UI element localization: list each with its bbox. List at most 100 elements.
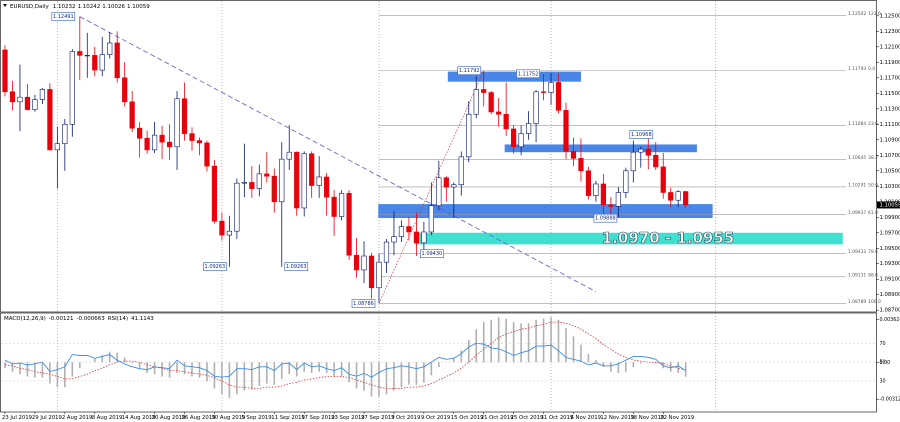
y-tick-label: 1.09900 — [880, 215, 900, 221]
zone-label: 1.0970 - 1.0955 — [602, 229, 734, 247]
candle-body — [406, 226, 412, 233]
candle-body — [17, 96, 23, 103]
rsi-tick-label: 30 — [880, 378, 886, 384]
candle-body — [458, 156, 464, 186]
y-tick-label: 1.08900 — [880, 292, 900, 298]
fib-ratio: 38.2 — [868, 155, 878, 161]
x-tick-label: 12 Nov 2019 — [600, 415, 634, 421]
x-tick-label: 3 Oct 2019 — [391, 415, 420, 421]
candle-body — [466, 113, 472, 158]
price-label: 1.11792 — [459, 68, 480, 74]
candle-body — [660, 166, 666, 193]
y-tick-label: 1.11100 — [880, 122, 900, 128]
current-price: 1.10059 — [880, 202, 900, 208]
price-label: 1.09430 — [422, 251, 443, 257]
fib-level-label: 1.10291 50.0 — [848, 182, 878, 188]
x-tick-label: 17 Sep 2019 — [301, 415, 335, 421]
price-label: 1.11752 — [518, 71, 539, 77]
candle-body — [241, 182, 247, 184]
macd-name: MACD(12,26,9) — [4, 316, 46, 322]
candle-body — [615, 192, 621, 207]
macd-tick-label: 0.00 — [880, 360, 891, 366]
candle-body — [144, 137, 150, 151]
y-tick-label: 1.09700 — [880, 230, 900, 236]
macd-last: -0.00121 — [49, 316, 74, 322]
price-label-box — [457, 66, 482, 75]
menu-triangle[interactable] — [3, 4, 7, 7]
x-tick-label: 22 Nov 2019 — [660, 415, 694, 421]
fib-ratio: 100.0 — [868, 298, 881, 304]
candle-body — [481, 89, 487, 93]
fib-level-label: 1.09131 88.6 — [848, 272, 878, 278]
price-label-box — [629, 130, 654, 139]
candle-body — [630, 151, 636, 172]
candle-body — [473, 89, 479, 115]
y-tick-label: 1.10900 — [880, 137, 900, 143]
candle-body — [99, 54, 105, 71]
candle-body — [578, 158, 584, 172]
price-label-box — [351, 299, 376, 308]
candle-body — [376, 261, 382, 289]
candle-body — [668, 192, 674, 201]
candle-body — [331, 196, 337, 217]
candle-body — [159, 134, 165, 143]
fib-ratio: 50.0 — [868, 182, 878, 188]
y-tick-label: 1.11500 — [880, 91, 900, 97]
x-tick-label: 23 Sep 2019 — [331, 415, 365, 421]
candle-body — [54, 143, 60, 151]
candle-body — [84, 55, 90, 57]
y-tick-label: 1.10300 — [880, 184, 900, 190]
candle-body — [152, 134, 158, 151]
candle-body — [114, 42, 120, 79]
candle-body — [271, 175, 277, 203]
zone — [414, 232, 843, 245]
candle-body — [525, 123, 532, 134]
candle-body — [683, 191, 689, 206]
rsi-line — [4, 342, 686, 378]
candle-body — [9, 91, 16, 103]
trendline — [79, 16, 597, 292]
candle-body — [204, 142, 210, 167]
x-tick-label: 5 Sep 2019 — [241, 415, 271, 421]
y-tick-label: 1.12100 — [880, 44, 900, 50]
candle-body — [24, 96, 31, 110]
candle-body — [166, 141, 173, 148]
last-low: 1.10026 — [102, 4, 125, 10]
candle-body — [383, 241, 390, 263]
price-label-box — [420, 249, 444, 258]
candle-body — [428, 205, 434, 233]
candle-body — [496, 111, 502, 115]
indicator-header: MACD(12,26,9) -0.00121 -0.000663 RSI(14) 41.… — [4, 316, 154, 322]
candle-body — [570, 151, 577, 159]
candle-body — [503, 113, 509, 130]
price-label: 1.09263 — [205, 264, 226, 270]
price-label: 1.10968 — [631, 132, 652, 138]
y-tick-label: 1.12500 — [880, 13, 900, 19]
candle-body — [62, 124, 68, 144]
candle-body — [563, 110, 569, 152]
fib-level-label: 1.09937 61.8 — [848, 209, 878, 215]
candle-body — [301, 153, 307, 209]
candle-body — [69, 51, 75, 125]
y-tick-label: 1.10700 — [880, 153, 900, 159]
y-tick-label: 1.11300 — [880, 106, 900, 112]
x-tick-label: 8 Aug 2019 — [92, 415, 123, 421]
fib-price: 1.09937 — [848, 209, 866, 215]
candle-body — [346, 192, 352, 256]
fib-level-label: 1.10645 38.2 — [848, 155, 878, 161]
candle-body — [309, 153, 315, 186]
candle-body — [413, 231, 420, 244]
fib-price: 1.09432 — [848, 249, 866, 255]
price-label: 1.12491 — [53, 14, 74, 20]
candle-body — [181, 98, 188, 134]
symbol: EURUSD,Daily — [10, 4, 49, 10]
last-close: 1.10059 — [127, 4, 150, 10]
fib-price: 1.08789 — [848, 298, 866, 304]
candle-body — [47, 89, 53, 151]
candle-body — [32, 99, 38, 110]
candle-body — [540, 91, 547, 93]
candle-body — [77, 51, 83, 56]
y-tick-label: 1.11900 — [880, 60, 900, 66]
last-open: 1.10232 — [53, 4, 76, 10]
